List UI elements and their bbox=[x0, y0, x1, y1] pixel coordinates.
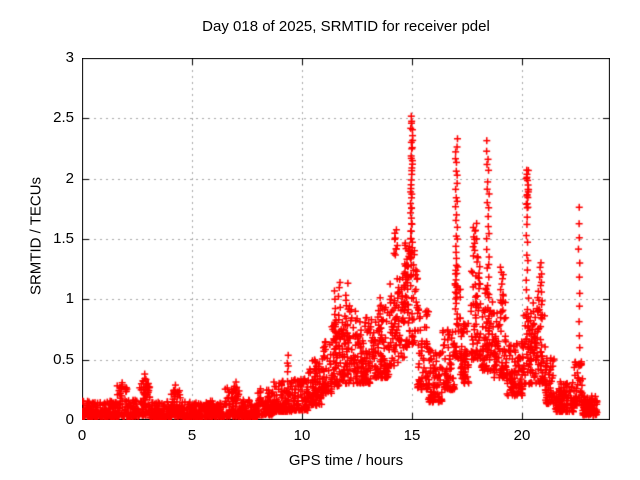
y-tick-label: 1 bbox=[65, 290, 74, 308]
y-tick-label: 0 bbox=[65, 411, 74, 428]
x-tick-label: 15 bbox=[403, 427, 421, 444]
y-tick-label: 3 bbox=[65, 49, 74, 66]
chart-title: Day 018 of 2025, SRMTID for receiver pde… bbox=[202, 18, 490, 35]
x-tick-label: 20 bbox=[513, 427, 531, 444]
plot-canvas bbox=[82, 58, 610, 420]
x-tick-label: 10 bbox=[293, 427, 311, 444]
x-axis-label: GPS time / hours bbox=[288, 452, 404, 469]
y-tick-label: 1.5 bbox=[53, 230, 74, 247]
y-tick-label: 2 bbox=[65, 169, 74, 187]
x-tick-label: 0 bbox=[77, 427, 87, 444]
y-tick-label: 0.5 bbox=[53, 350, 74, 368]
y-tick-label: 2.5 bbox=[53, 109, 74, 127]
x-tick-label: 5 bbox=[187, 427, 197, 444]
